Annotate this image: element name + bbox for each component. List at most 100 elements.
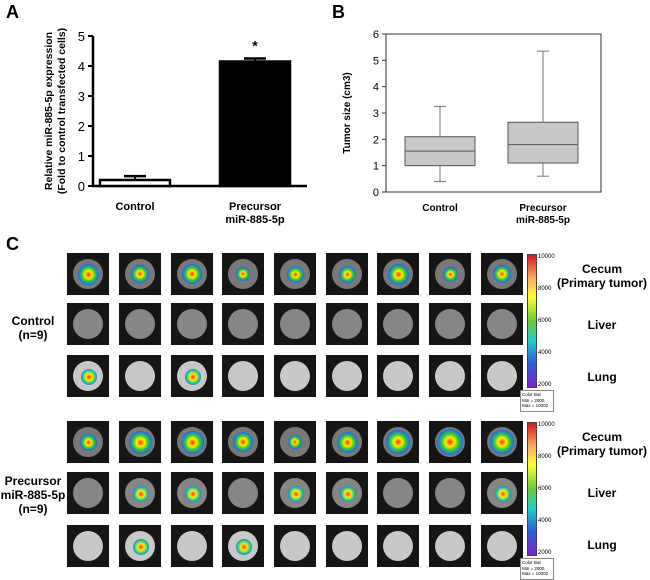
organ-label-line: (Primary tumor) (556, 276, 648, 290)
organ-tissue (487, 361, 517, 391)
organ-tissue (125, 361, 155, 391)
image-tile (274, 303, 316, 345)
y-tick-label: 3 (373, 108, 379, 120)
organ-tissue (125, 309, 155, 339)
organ-label-line: Liver (587, 486, 617, 500)
colorbar-tick-label: 8000 (538, 454, 552, 460)
bioluminescence-signal (79, 433, 97, 451)
image-tile (171, 472, 213, 514)
x-tick-label: miR-885-5p (225, 214, 285, 226)
y-tick-label: 2 (373, 134, 379, 146)
y-tick-label: 3 (78, 89, 85, 104)
organ-tissue (228, 478, 258, 508)
bioluminescence-signal (133, 486, 149, 502)
colorbar-tick-label: 8000 (538, 286, 552, 292)
organ-tissue (383, 309, 413, 339)
colorbar-tick-label: 4000 (538, 350, 552, 356)
organ-tissue (280, 361, 310, 391)
bioluminescence-signal (128, 430, 152, 454)
organ-label-2: Lung (556, 370, 648, 384)
organ-tissue (280, 309, 310, 339)
y-tick-label: 5 (373, 55, 379, 67)
colorbar-info-line: Color Bar (522, 560, 542, 565)
organ-label-0: Cecum (Primary tumor) (556, 430, 648, 458)
image-tile (119, 303, 161, 345)
bar-1 (218, 60, 292, 188)
bioluminescence-signal (495, 486, 511, 502)
organ-label-2: Lung (556, 538, 648, 552)
y-axis-title: Tumor size (cm3) (342, 72, 353, 154)
bioluminescence-signal (185, 486, 201, 502)
image-tile (481, 355, 523, 397)
organ-label-line: Liver (587, 318, 617, 332)
bioluminescence-signal (386, 430, 410, 454)
image-tile (222, 355, 264, 397)
bioluminescence-signal (493, 265, 511, 283)
colorbar-info-line: Max = 10000 (522, 403, 549, 408)
colorbar (527, 422, 537, 556)
image-tile (429, 472, 471, 514)
image-tile (171, 355, 213, 397)
organ-label-line: (Primary tumor) (556, 444, 648, 458)
organ-tissue (332, 531, 362, 561)
bioluminescence-signal (236, 539, 252, 555)
organ-tissue (73, 478, 103, 508)
colorbar-tick-label: 10000 (538, 422, 555, 428)
image-tile (222, 303, 264, 345)
image-tile (326, 525, 368, 567)
organ-tissue (228, 309, 258, 339)
image-tile (429, 253, 471, 295)
bioluminescence-signal (182, 264, 202, 284)
image-tile (429, 421, 471, 463)
organ-label-1: Liver (556, 486, 648, 500)
image-tile (274, 472, 316, 514)
colorbar-tick-label: 4000 (538, 518, 552, 524)
colorbar-tick-label: 2000 (538, 382, 552, 388)
organ-label-line: Lung (587, 370, 617, 384)
colorbar-tick-label: 10000 (538, 254, 555, 260)
bioluminescence-signal (233, 432, 253, 452)
bar-0 (98, 178, 172, 188)
colorbar-info-line: Min = 2000 (522, 397, 545, 403)
colorbar-info-line: Min = 2000 (522, 565, 545, 571)
colorbar-tick-label: 2000 (538, 550, 552, 556)
colorbar-tick-label: 6000 (538, 318, 552, 324)
bioluminescence-signal (442, 266, 458, 282)
image-tile (171, 421, 213, 463)
group-label-line: miR-885-5p (0, 488, 66, 502)
organ-tissue (280, 531, 310, 561)
y-axis-title: Relative miR-885-5p expression (Fold to c… (43, 28, 68, 194)
bioluminescence-signal (133, 539, 149, 555)
image-tile (326, 472, 368, 514)
image-tile (171, 253, 213, 295)
colorbar (527, 254, 537, 388)
y-label-line-1: Relative miR-885-5p expression (43, 32, 55, 190)
organ-label-line: Cecum (581, 430, 622, 444)
colorbar-info-line: Color Bar (522, 392, 542, 397)
bioluminescence-signal (81, 369, 97, 385)
image-tile (67, 253, 109, 295)
image-tile (222, 472, 264, 514)
y-tick-label: 0 (373, 187, 379, 199)
bioluminescence-signal (77, 263, 99, 285)
image-tile (119, 421, 161, 463)
image-tile (67, 355, 109, 397)
organ-tissue (435, 361, 465, 391)
image-tile (274, 253, 316, 295)
bioluminescence-signal (236, 267, 250, 281)
image-tile (429, 355, 471, 397)
x-tick-label: Control (115, 201, 154, 213)
image-tile (377, 421, 419, 463)
organ-label-0: Cecum (Primary tumor) (556, 262, 648, 290)
bioluminescence-signal (336, 431, 358, 453)
image-tile (171, 525, 213, 567)
y-tick-label: 4 (78, 59, 85, 74)
image-tile (429, 525, 471, 567)
image-tile (119, 253, 161, 295)
image-tile (222, 253, 264, 295)
plot-frame (385, 33, 602, 193)
bioluminescence-signal (338, 265, 356, 283)
organ-tissue (435, 531, 465, 561)
image-tile (326, 355, 368, 397)
image-tile (119, 355, 161, 397)
